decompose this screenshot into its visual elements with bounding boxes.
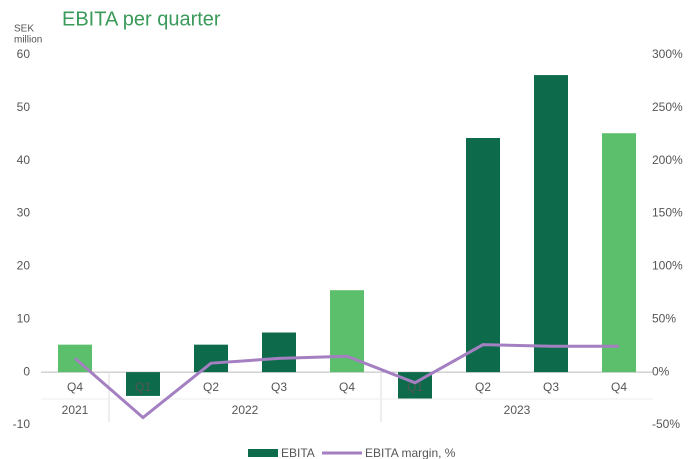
x-tick-label: Q4 — [339, 380, 355, 394]
y-tick-label: 50 — [17, 100, 31, 114]
y-tick-label: 60 — [17, 47, 31, 61]
margin-line — [74, 343, 619, 420]
x-tick-label: Q2 — [203, 380, 219, 394]
y-tick-label: 20 — [17, 259, 31, 273]
y2-tick-label: 200% — [652, 153, 683, 167]
y2-tick-label: 150% — [652, 206, 683, 220]
y-axis-label: SEK — [14, 24, 34, 35]
y2-tick-label: 300% — [652, 47, 683, 61]
legend-label: EBITA margin, % — [365, 446, 456, 459]
bar — [126, 372, 160, 396]
bar — [466, 137, 500, 373]
x-tick-label: Q4 — [67, 380, 83, 394]
y-axis-label: million — [14, 35, 42, 46]
x-tick-label: Q3 — [543, 380, 559, 394]
bar — [330, 290, 364, 373]
y2-tick-label: -50% — [652, 417, 680, 431]
y2-tick-label: 0% — [652, 364, 670, 378]
y2-tick-label: 100% — [652, 259, 683, 273]
bar — [534, 75, 568, 373]
bar — [262, 332, 296, 373]
y2-tick-label: 50% — [652, 311, 676, 325]
bar — [194, 344, 228, 373]
x-tick-label: Q4 — [611, 380, 627, 394]
x-tick-label: Q2 — [475, 380, 491, 394]
x-tick-label: Q1 — [407, 380, 423, 394]
x-tick-label: Q1 — [135, 380, 151, 394]
y-tick-label: 30 — [17, 206, 31, 220]
y-tick-label: 0 — [23, 364, 30, 378]
x-group-label: 2023 — [504, 403, 531, 417]
legend-label: EBITA — [281, 446, 315, 459]
bar — [602, 133, 636, 373]
x-group-label: 2021 — [62, 403, 89, 417]
y-tick-label: 40 — [17, 153, 31, 167]
x-tick-label: Q3 — [271, 380, 287, 394]
y2-tick-label: 250% — [652, 100, 683, 114]
y-tick-label: -10 — [13, 417, 31, 431]
x-group-label: 2022 — [232, 403, 259, 417]
legend-swatch — [248, 449, 278, 457]
chart-title: EBITA per quarter — [62, 8, 221, 30]
y-tick-label: 10 — [17, 311, 31, 325]
